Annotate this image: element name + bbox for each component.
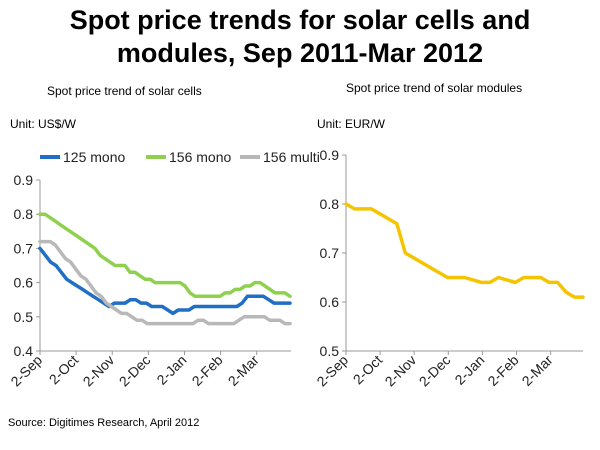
left-unit-label: Unit: US$/W bbox=[10, 117, 77, 131]
right-chart-y-tick-label: 0.7 bbox=[320, 245, 340, 261]
legend-label: 156 mono bbox=[169, 149, 231, 165]
right-chart-title: Spot price trend of solar modules bbox=[346, 81, 523, 95]
right-chart-y-tick-label: 0.6 bbox=[320, 294, 340, 310]
left-chart-y-tick-label: 0.9 bbox=[14, 172, 34, 188]
legend-label: 156 multi bbox=[263, 149, 320, 165]
title-line-1: Spot price trends for solar cells and bbox=[69, 5, 531, 35]
left-chart-y-tick-label: 0.7 bbox=[14, 240, 34, 256]
right-chart-x-tick-label: 2-Nov bbox=[382, 352, 420, 390]
source-note: Source: Digitimes Research, April 2012 bbox=[8, 417, 200, 429]
left-chart-series-line-125-mono bbox=[38, 246, 292, 316]
right-chart-y-tick-label: 0.8 bbox=[320, 196, 340, 212]
chart-title: Spot price trends for solar cells and mo… bbox=[0, 4, 600, 70]
left-chart-x-tick-label: 2-Feb bbox=[189, 352, 226, 389]
left-chart-title: Spot price trend of solar cells bbox=[47, 84, 202, 98]
left-chart-y-tick-label: 0.4 bbox=[14, 343, 34, 359]
left-chart-y-tick-label: 0.8 bbox=[14, 206, 34, 222]
left-chart-x-tick-label: 2-Dec bbox=[116, 352, 154, 390]
left-chart-series-line-156-mono bbox=[38, 212, 292, 299]
left-chart-x-tick-label: 2-Jan bbox=[153, 352, 189, 388]
right-chart-x-tick-label: 2-Jan bbox=[451, 352, 487, 388]
right-chart-series-line-0 bbox=[344, 202, 585, 299]
right-chart-x-tick-label: 2-Feb bbox=[484, 352, 521, 389]
right-chart-x-tick-label: 2-Dec bbox=[416, 352, 454, 390]
left-chart-x-tick-label: 2-Oct bbox=[46, 352, 82, 388]
left-chart-y-tick-label: 0.6 bbox=[14, 275, 34, 291]
left-chart-series-line-156-multi bbox=[38, 239, 292, 326]
title-line-2: modules, Sep 2011-Mar 2012 bbox=[116, 38, 484, 68]
right-chart-x-tick-label: 2-Oct bbox=[350, 352, 386, 388]
left-chart-y-tick-label: 0.5 bbox=[14, 309, 34, 325]
left-chart-x-tick-label: 2-Nov bbox=[80, 352, 118, 390]
left-chart-x-tick-label: 2-Mar bbox=[225, 352, 262, 389]
right-chart-y-tick-label: 0.9 bbox=[320, 147, 340, 163]
right-chart-x-tick-label: 2-Mar bbox=[519, 352, 556, 389]
right-unit-label: Unit: EUR/W bbox=[317, 117, 386, 131]
right-chart: 0.50.60.70.80.92-Sep2-Oct2-Nov2-Dec2-Jan… bbox=[313, 147, 585, 390]
legend-label: 125 mono bbox=[63, 149, 125, 165]
right-chart-y-tick-label: 0.5 bbox=[320, 343, 340, 359]
